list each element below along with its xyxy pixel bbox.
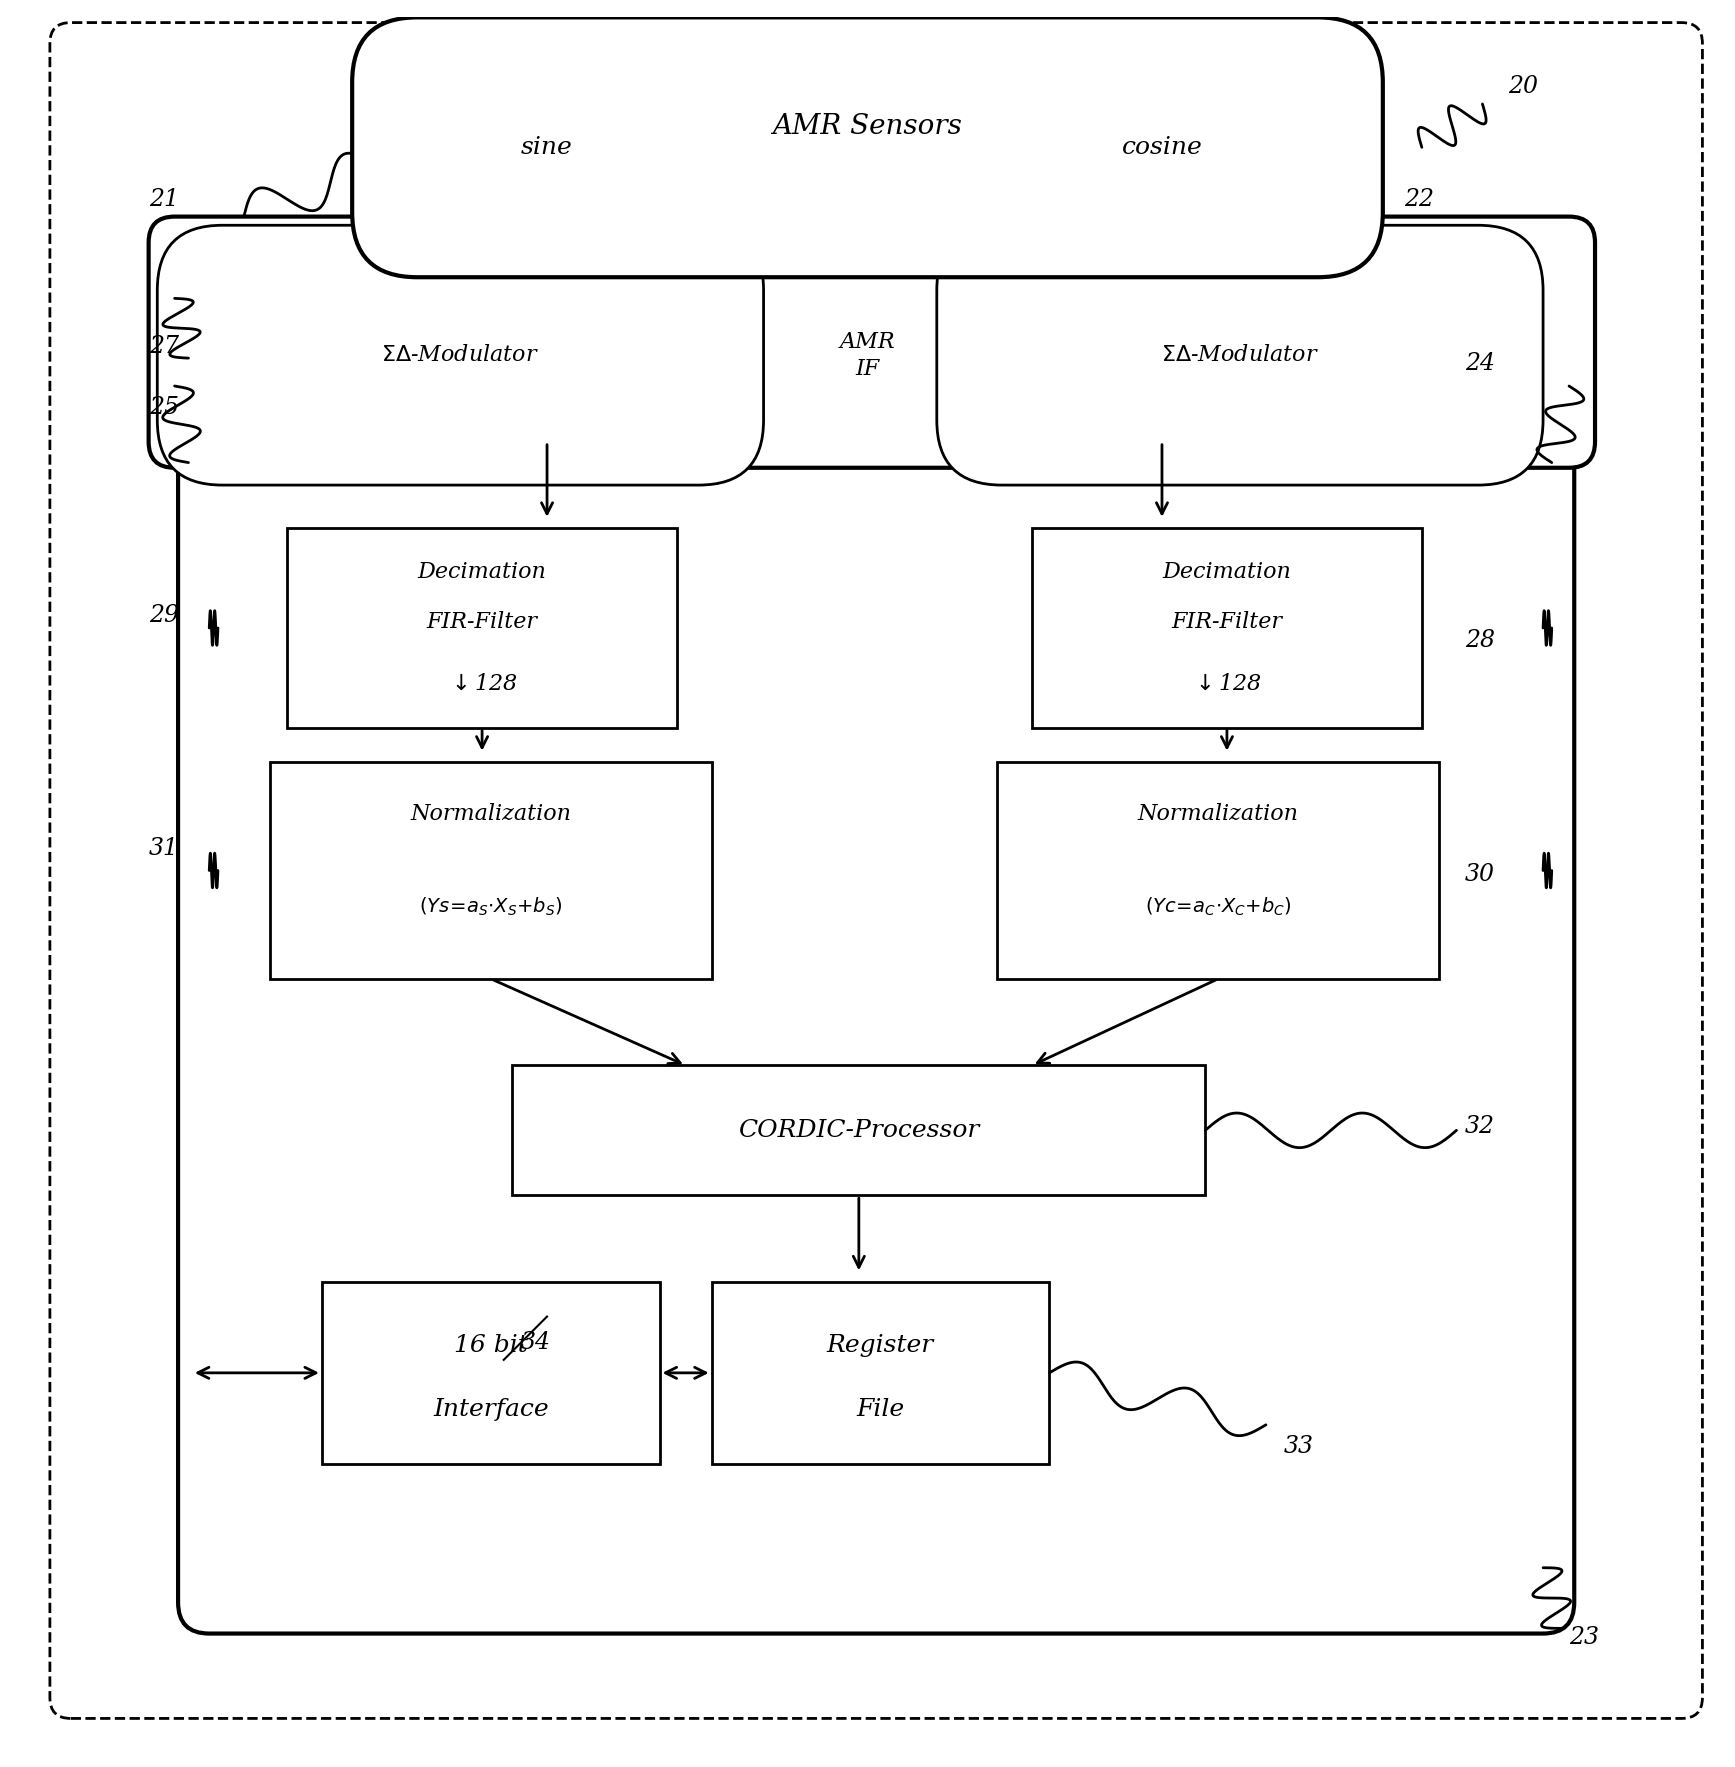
Text: CORDIC-Processor: CORDIC-Processor [737,1119,980,1141]
Text: 16 bit: 16 bit [455,1334,527,1357]
Text: AMR
IF: AMR IF [840,330,895,380]
Text: FIR-Filter: FIR-Filter [427,611,538,633]
Text: Register: Register [828,1334,933,1357]
Text: Normalization: Normalization [409,804,571,825]
Text: Decimation: Decimation [1162,562,1291,583]
Text: Interface: Interface [434,1398,548,1421]
Bar [512,1066,1206,1194]
Text: sine: sine [520,136,573,159]
FancyBboxPatch shape [50,23,1702,1719]
Text: $\downarrow$128: $\downarrow$128 [1192,673,1263,694]
Text: $(Yc\!=\!a$${}_C$$\cdot X$${}_C$$+b$${}_C)$: $(Yc\!=\!a$${}_C$$\cdot X$${}_C$$+b$${}_… [1145,896,1291,919]
Bar [998,762,1438,979]
FancyBboxPatch shape [352,18,1383,277]
Text: 22: 22 [1405,187,1435,210]
FancyBboxPatch shape [149,217,1594,468]
FancyBboxPatch shape [937,224,1542,486]
Text: 33: 33 [1284,1435,1313,1458]
Text: FIR-Filter: FIR-Filter [1171,611,1282,633]
Text: 32: 32 [1464,1115,1496,1138]
FancyBboxPatch shape [158,224,763,486]
Bar [711,1281,1050,1463]
Bar [271,762,711,979]
Text: $\downarrow$128: $\downarrow$128 [446,673,517,694]
Text: 20: 20 [1508,76,1539,99]
Text: cosine: cosine [1121,136,1202,159]
Text: 25: 25 [149,396,179,419]
Text: $\Sigma\Delta$-Modulator: $\Sigma\Delta$-Modulator [1161,345,1319,366]
Text: Decimation: Decimation [418,562,547,583]
Text: 23: 23 [1568,1626,1600,1649]
Text: 34: 34 [520,1331,552,1354]
FancyBboxPatch shape [179,419,1574,1633]
Text: $(Ys\!=\!a$${}_S$$\cdot X$${}_S$$+b$${}_S)$: $(Ys\!=\!a$${}_S$$\cdot X$${}_S$$+b$${}_… [418,896,562,919]
Text: $\Sigma\Delta$-Modulator: $\Sigma\Delta$-Modulator [382,345,540,366]
Text: 27: 27 [149,336,179,359]
Text: Normalization: Normalization [1138,804,1300,825]
Bar [288,528,677,728]
Text: AMR Sensors: AMR Sensors [772,113,963,140]
Text: 31: 31 [149,838,179,861]
Text: 21: 21 [149,187,179,210]
Text: 30: 30 [1464,864,1496,887]
Text: 24: 24 [1464,352,1496,375]
Text: File: File [857,1398,904,1421]
Text: 28: 28 [1464,629,1496,652]
Text: 29: 29 [149,604,179,627]
Bar [1032,528,1421,728]
Bar [323,1281,659,1463]
